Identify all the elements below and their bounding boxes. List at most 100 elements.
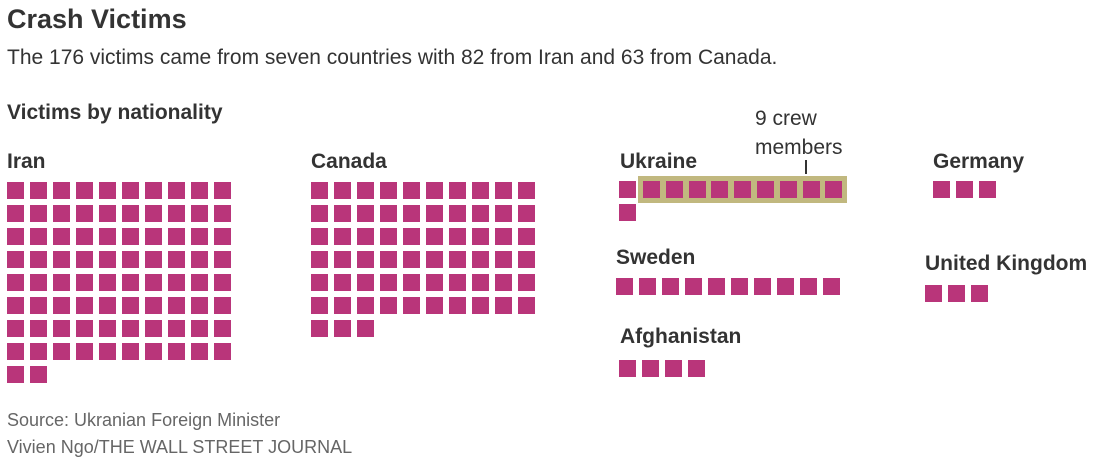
iran-victim-square xyxy=(168,320,185,337)
iran-victim-square xyxy=(145,182,162,199)
country-label-canada: Canada xyxy=(311,150,387,173)
iran-victim-square xyxy=(76,251,93,268)
canada-victim-square xyxy=(518,228,535,245)
canada-victim-square xyxy=(403,228,420,245)
canada-victim-square xyxy=(334,297,351,314)
iran-victim-square xyxy=(191,320,208,337)
country-label-united-kingdom: United Kingdom xyxy=(925,252,1088,275)
iran-victim-square xyxy=(53,320,70,337)
ukraine-victim-square xyxy=(779,181,797,198)
country-label-sweden: Sweden xyxy=(616,246,696,269)
iran-victim-square xyxy=(214,205,231,222)
section-label: Victims by nationality xyxy=(7,101,223,124)
germany-victim-square xyxy=(933,181,950,198)
canada-victim-square xyxy=(334,182,351,199)
iran-victim-square xyxy=(168,343,185,360)
canada-victim-square xyxy=(334,274,351,291)
canada-victim-square xyxy=(472,205,489,222)
country-label-germany: Germany xyxy=(933,150,1025,173)
ukraine-victim-square xyxy=(825,181,843,198)
canada-victim-square xyxy=(357,205,374,222)
chart-title: Crash Victims xyxy=(7,4,187,34)
canada-victim-square xyxy=(311,251,328,268)
iran-victim-square xyxy=(122,228,139,245)
canada-victim-square xyxy=(495,228,512,245)
canada-victim-square xyxy=(426,228,443,245)
iran-victim-square xyxy=(191,343,208,360)
iran-victim-square xyxy=(76,228,93,245)
iran-victim-square xyxy=(214,251,231,268)
country-label-iran: Iran xyxy=(7,150,46,173)
crew-annotation-tick xyxy=(805,160,807,174)
canada-victim-square xyxy=(311,274,328,291)
iran-victim-square xyxy=(214,320,231,337)
sweden-victim-square xyxy=(823,278,840,295)
iran-victim-square xyxy=(99,251,116,268)
canada-victim-square xyxy=(311,320,328,337)
iran-victim-square xyxy=(99,297,116,314)
canada-victim-square xyxy=(518,205,535,222)
canada-victim-square xyxy=(403,182,420,199)
canada-victim-square xyxy=(357,320,374,337)
afghanistan-victim-square xyxy=(688,360,705,377)
iran-victim-square xyxy=(145,251,162,268)
sweden-victim-square xyxy=(662,278,679,295)
iran-victim-square xyxy=(168,274,185,291)
afghanistan-victim-square xyxy=(665,360,682,377)
afghanistan-victim-square xyxy=(642,360,659,377)
iran-victim-square xyxy=(7,251,24,268)
iran-victim-square xyxy=(99,228,116,245)
iran-victim-square xyxy=(122,182,139,199)
canada-victim-square xyxy=(380,182,397,199)
iran-victim-square xyxy=(191,274,208,291)
canada-victim-square xyxy=(426,251,443,268)
iran-victim-square xyxy=(30,228,47,245)
sweden-victim-square xyxy=(731,278,748,295)
sweden-victim-square xyxy=(754,278,771,295)
iran-victim-square xyxy=(30,251,47,268)
canada-victim-square xyxy=(495,297,512,314)
iran-victim-square xyxy=(122,297,139,314)
canada-victim-square xyxy=(311,205,328,222)
canada-victim-square xyxy=(403,297,420,314)
iran-victim-square xyxy=(30,205,47,222)
canada-victim-square xyxy=(403,274,420,291)
canada-victim-square xyxy=(334,251,351,268)
canada-victim-square xyxy=(380,297,397,314)
canada-victim-square xyxy=(357,274,374,291)
iran-victim-square xyxy=(168,297,185,314)
iran-victim-square xyxy=(122,320,139,337)
ukraine-victim-square xyxy=(688,181,706,198)
sweden-victim-square xyxy=(708,278,725,295)
canada-victim-square xyxy=(311,297,328,314)
iran-victim-square xyxy=(30,343,47,360)
canada-victim-square xyxy=(357,182,374,199)
crew-annotation: 9 crew members xyxy=(755,104,843,162)
canada-victim-square xyxy=(426,297,443,314)
canada-victim-square xyxy=(495,251,512,268)
iran-victim-square xyxy=(76,205,93,222)
canada-victim-square xyxy=(495,274,512,291)
canada-victim-square xyxy=(472,297,489,314)
sweden-victim-square xyxy=(685,278,702,295)
credit-line: Vivien Ngo/THE WALL STREET JOURNAL xyxy=(7,437,353,457)
ukraine-victim-square xyxy=(757,181,774,198)
iran-victim-square xyxy=(214,274,231,291)
canada-victim-square xyxy=(426,182,443,199)
canada-victim-square xyxy=(449,251,466,268)
iran-victim-square xyxy=(145,205,162,222)
country-label-afghanistan: Afghanistan xyxy=(620,325,742,348)
iran-victim-square xyxy=(145,343,162,360)
iran-victim-square xyxy=(53,297,70,314)
iran-victim-square xyxy=(53,182,70,199)
source-note: Source: Ukranian Foreign Minister xyxy=(7,410,281,430)
iran-victim-square xyxy=(53,205,70,222)
sweden-victim-square xyxy=(616,278,633,295)
iran-victim-square xyxy=(7,320,24,337)
canada-victim-square xyxy=(311,228,328,245)
canada-victim-square xyxy=(495,205,512,222)
germany-victim-square xyxy=(979,181,996,198)
ukraine-victim-square xyxy=(665,181,683,198)
canada-victim-square xyxy=(472,182,489,199)
germany-victim-square xyxy=(956,181,973,198)
